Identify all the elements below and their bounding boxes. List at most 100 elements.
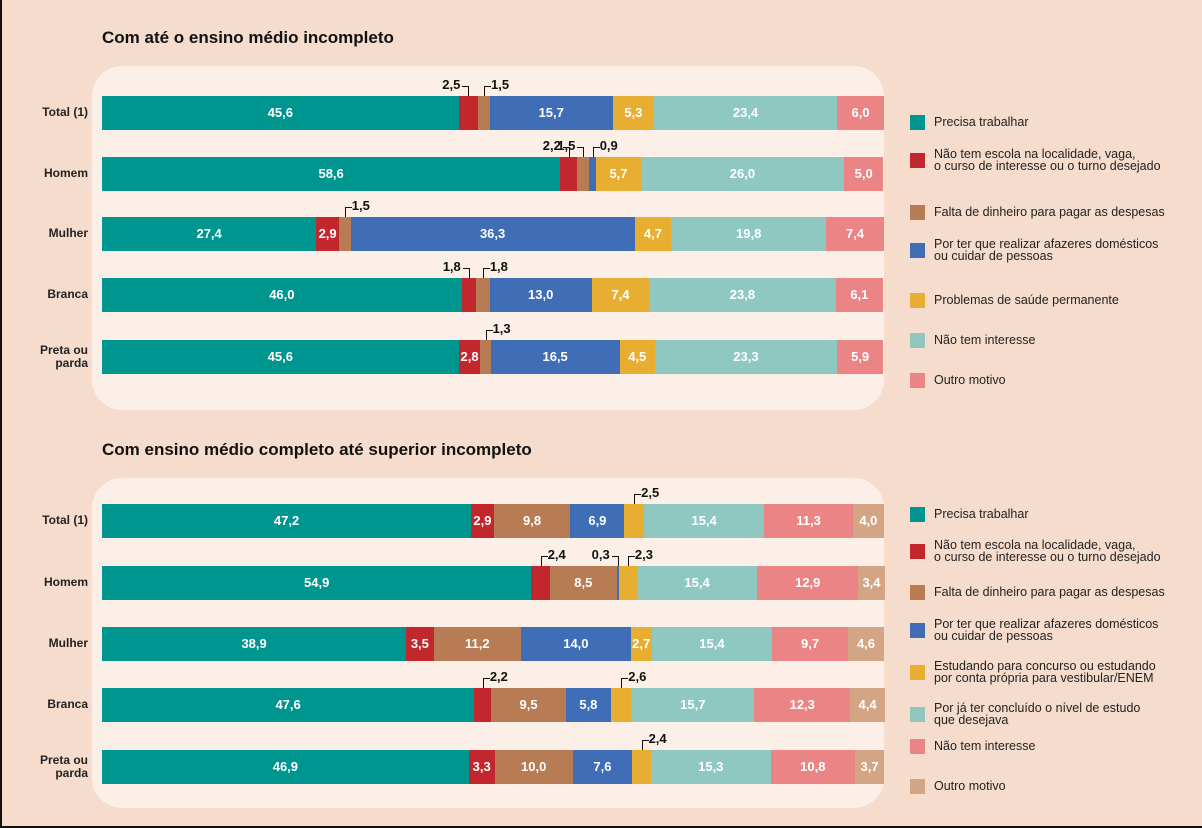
value-label-callout: 0,9 [599, 138, 618, 153]
value-label: 8,5 [574, 575, 593, 590]
value-label-callout: 2,3 [634, 547, 653, 562]
legend-label: Precisa trabalhar [934, 507, 1029, 521]
legend-swatch [910, 779, 925, 794]
value-label: 15,4 [691, 513, 717, 528]
value-label: 3,4 [862, 575, 881, 590]
bar-segment [651, 627, 773, 661]
bar-segment [835, 278, 884, 312]
callout-line [577, 147, 585, 157]
callout-line [482, 268, 490, 278]
value-label: 7,6 [593, 759, 612, 774]
legend-label: Falta de dinheiro para pagar as despesas [934, 585, 1165, 599]
value-label-callout: 2,6 [628, 669, 647, 684]
bar-segment [772, 627, 849, 661]
bar-segment [478, 96, 490, 130]
value-label: 19,8 [736, 226, 762, 241]
legend-swatch [910, 373, 925, 388]
value-label: 5,0 [854, 166, 873, 181]
bar-segment [102, 750, 469, 784]
bar-segment [844, 157, 884, 191]
category-label: Mulher [48, 226, 88, 240]
value-label: 13,0 [528, 287, 554, 302]
callout-line [462, 86, 470, 96]
value-label: 4,7 [643, 226, 662, 241]
value-label: 11,2 [465, 636, 490, 651]
category-label: Total (1) [42, 105, 88, 119]
bar-segment [640, 157, 845, 191]
bar-segment [770, 750, 856, 784]
bar-segment [338, 217, 351, 251]
bar-segment [102, 96, 459, 130]
bar-segment [560, 157, 578, 191]
value-label-callout: 1,5 [491, 77, 510, 92]
callout-line [485, 330, 493, 340]
value-label-callout: 2,2 [542, 138, 561, 153]
bar-segment [102, 278, 462, 312]
value-label-callout: 1,8 [442, 259, 461, 274]
bar-segment [102, 566, 532, 600]
value-label: 10,8 [800, 759, 826, 774]
value-label: 23,4 [732, 105, 759, 120]
value-label: 46,0 [269, 287, 295, 302]
value-label: 47,6 [275, 697, 301, 712]
bar-segment [490, 340, 620, 374]
legend-label: Por ter que realizar afazeres domésticos… [934, 617, 1159, 643]
value-label: 9,7 [801, 636, 820, 651]
bar-segment [764, 504, 853, 538]
callout-line [634, 494, 642, 504]
chart-title: Com ensino médio completo até superior i… [102, 440, 532, 459]
value-label: 7,4 [611, 287, 630, 302]
legend-label: Outro motivo [934, 373, 1006, 387]
bar-segment [632, 750, 651, 784]
callout-line [621, 678, 629, 688]
bar-segment [489, 278, 592, 312]
callout-line [562, 147, 570, 157]
value-label: 3,3 [472, 759, 491, 774]
legend-label: Não tem escola na localidade, vaga, o cu… [934, 147, 1161, 173]
bar-segment [754, 688, 851, 722]
category-label: Homem [43, 166, 88, 180]
bar-segment [102, 627, 407, 661]
value-label: 2,7 [632, 636, 651, 651]
bar-segment [616, 566, 619, 600]
callout-line [540, 556, 548, 566]
bar-segment [471, 504, 494, 538]
value-label: 27,4 [196, 226, 222, 241]
value-label: 5,8 [579, 697, 598, 712]
bar-segment [643, 504, 765, 538]
value-label: 2,9 [318, 226, 337, 241]
bar-segment [858, 566, 885, 600]
legend-swatch [910, 115, 925, 130]
bar-segment [433, 627, 522, 661]
bar-segment [493, 504, 571, 538]
value-label: 4,5 [628, 349, 647, 364]
value-label-callout: 0,3 [591, 547, 610, 562]
bar-segment [531, 566, 551, 600]
value-label-callout: 2,2 [489, 669, 508, 684]
value-label: 3,5 [410, 636, 429, 651]
value-label: 3,7 [860, 759, 879, 774]
value-label: 4,6 [856, 636, 876, 651]
bar-segment [757, 566, 859, 600]
value-label: 12,9 [795, 575, 821, 590]
bar-segment [654, 96, 838, 130]
bar-segment [837, 96, 884, 130]
bar-segment [630, 627, 652, 661]
value-label-callout: 2,4 [547, 547, 566, 562]
callout-line [611, 556, 619, 566]
bar-segment [650, 750, 771, 784]
bar-segment [612, 96, 655, 130]
value-label: 15,3 [698, 759, 724, 774]
bar-segment [649, 278, 836, 312]
bar-segment [102, 157, 561, 191]
value-label: 15,4 [684, 575, 710, 590]
bar-segment [624, 504, 644, 538]
bar-segment [611, 688, 632, 722]
legend-swatch [910, 153, 925, 168]
legend-label: Problemas de saúde permanente [934, 293, 1119, 307]
value-label-callout: 1,8 [489, 259, 508, 274]
bar-segment [458, 340, 481, 374]
value-label: 14,0 [563, 636, 589, 651]
bar-segment [102, 504, 472, 538]
